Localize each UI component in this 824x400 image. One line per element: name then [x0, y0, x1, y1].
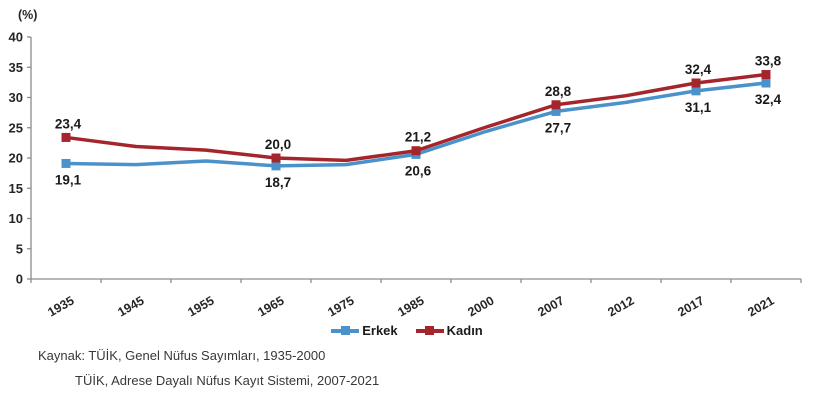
svg-text:32,4: 32,4 [755, 92, 782, 107]
svg-text:2021: 2021 [745, 293, 776, 318]
svg-text:28,8: 28,8 [545, 84, 572, 99]
svg-text:2007: 2007 [535, 293, 566, 318]
source-note: Kaynak: TÜİK, Genel Nüfus Sayımları, 193… [38, 348, 379, 398]
source-line-2: TÜİK, Adrese Dayalı Nüfus Kayıt Sistemi,… [75, 373, 380, 388]
svg-text:20,0: 20,0 [265, 137, 291, 152]
svg-text:1935: 1935 [45, 293, 76, 318]
svg-text:30: 30 [9, 90, 23, 105]
svg-text:35: 35 [9, 60, 23, 75]
svg-text:2012: 2012 [605, 293, 636, 318]
svg-text:10: 10 [9, 211, 23, 226]
svg-text:40: 40 [9, 30, 23, 45]
y-axis-unit-label: (%) [18, 8, 38, 22]
source-line-1: Kaynak: TÜİK, Genel Nüfus Sayımları, 193… [38, 348, 326, 363]
svg-text:1965: 1965 [255, 293, 286, 318]
svg-text:5: 5 [16, 241, 23, 256]
chart-plot-area: 0 5 10 15 20 25 30 35 40 1935 1945 1955 1965 1975 1985… [9, 30, 802, 318]
svg-text:1975: 1975 [325, 293, 356, 318]
svg-text:1945: 1945 [115, 293, 146, 318]
legend-label-kadin: Kadın [446, 323, 483, 338]
svg-text:25: 25 [9, 120, 23, 135]
legend-item-erkek: Erkek [331, 323, 398, 338]
erkek-line-square-marker-swatch [331, 325, 360, 336]
svg-text:20: 20 [9, 151, 23, 166]
svg-text:1955: 1955 [185, 293, 216, 318]
legend-label-erkek: Erkek [362, 323, 398, 338]
svg-text:2017: 2017 [675, 293, 706, 318]
legend-item-kadin: Kadın [415, 323, 483, 338]
svg-text:1985: 1985 [395, 293, 426, 318]
svg-text:0: 0 [16, 272, 23, 287]
svg-text:21,2: 21,2 [405, 130, 431, 145]
svg-text:15: 15 [9, 181, 23, 196]
legend: Erkek Kadın [0, 323, 814, 338]
svg-text:2000: 2000 [465, 293, 496, 318]
svg-text:31,1: 31,1 [685, 100, 712, 115]
svg-text:33,8: 33,8 [755, 54, 782, 69]
svg-text:18,7: 18,7 [265, 175, 291, 190]
svg-text:20,6: 20,6 [405, 163, 432, 178]
svg-text:19,1: 19,1 [55, 172, 82, 187]
kadin-line-square-marker-swatch [415, 325, 444, 336]
svg-text:27,7: 27,7 [545, 120, 571, 135]
svg-text:32,4: 32,4 [685, 62, 712, 77]
svg-text:23,4: 23,4 [55, 116, 82, 131]
